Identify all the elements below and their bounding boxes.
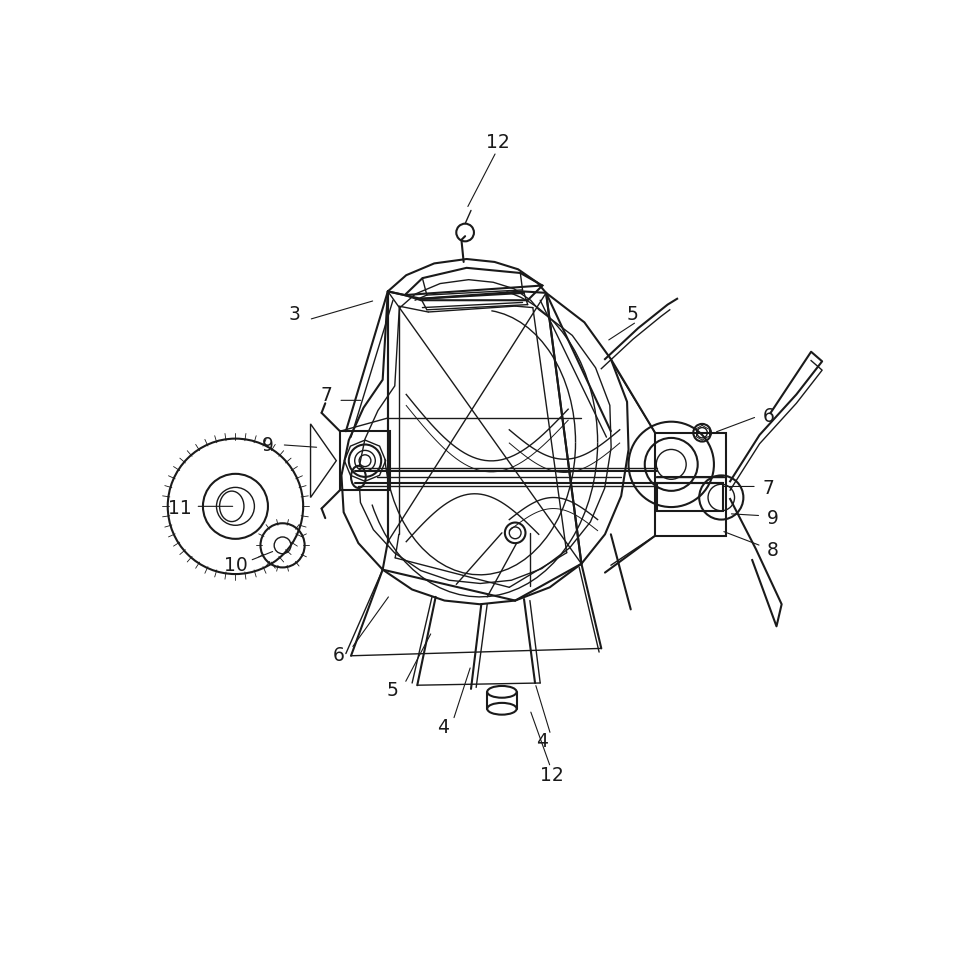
Text: 12: 12 bbox=[486, 133, 510, 152]
Ellipse shape bbox=[487, 686, 516, 698]
Ellipse shape bbox=[351, 466, 366, 488]
Text: 7: 7 bbox=[320, 386, 333, 405]
Text: 9: 9 bbox=[767, 509, 779, 528]
Text: 5: 5 bbox=[627, 306, 639, 324]
Text: 12: 12 bbox=[540, 767, 564, 785]
Text: 3: 3 bbox=[289, 306, 300, 324]
Text: 6: 6 bbox=[762, 407, 774, 426]
Ellipse shape bbox=[487, 703, 516, 715]
Text: 8: 8 bbox=[767, 541, 779, 560]
Text: 9: 9 bbox=[262, 437, 274, 455]
Text: 4: 4 bbox=[437, 718, 449, 737]
Text: 10: 10 bbox=[224, 555, 247, 575]
Text: 4: 4 bbox=[537, 732, 548, 751]
Text: 7: 7 bbox=[762, 479, 774, 498]
Text: 11: 11 bbox=[168, 499, 191, 518]
Text: 5: 5 bbox=[387, 681, 399, 700]
Text: 6: 6 bbox=[333, 646, 345, 665]
